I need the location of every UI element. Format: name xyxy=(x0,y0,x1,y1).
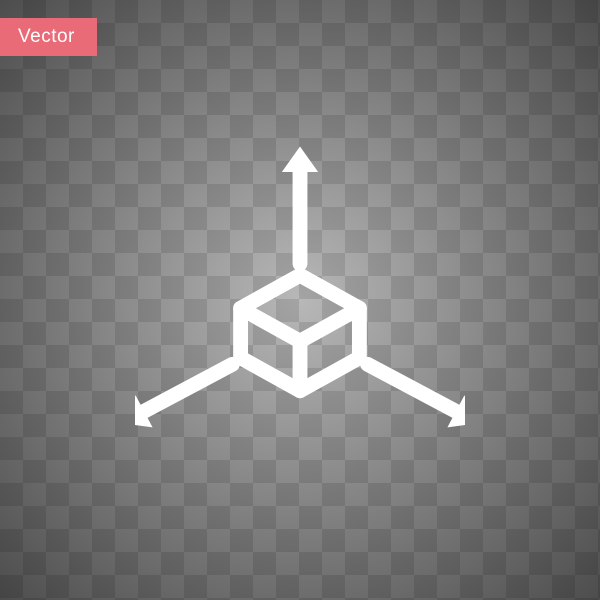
icon-container xyxy=(0,0,600,600)
stage: Vector xyxy=(0,0,600,600)
isometric-cube-3d-axes-icon xyxy=(135,135,465,465)
